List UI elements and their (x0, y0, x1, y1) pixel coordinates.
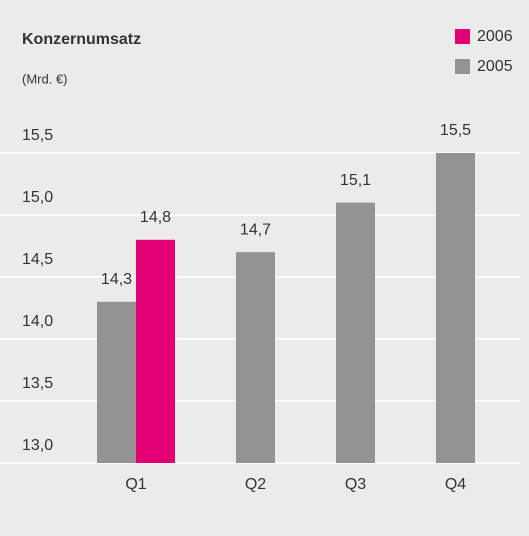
legend-label: 2005 (477, 58, 513, 75)
x-tick-label: Q3 (345, 476, 366, 493)
bar (436, 153, 475, 463)
y-tick-label: 15,5 (22, 127, 53, 144)
y-tick-label: 14,5 (22, 251, 53, 268)
bar (336, 202, 375, 463)
bar (97, 301, 136, 463)
value-label: 14,7 (240, 221, 271, 238)
value-label: 15,1 (340, 172, 371, 189)
legend-label: 2006 (477, 28, 513, 45)
y-tick-label: 15,0 (22, 189, 53, 206)
y-tick-label: 14,0 (22, 313, 53, 330)
legend-swatch (455, 29, 470, 44)
x-tick-label: Q4 (445, 476, 466, 493)
y-tick-label: 13,5 (22, 375, 53, 392)
x-tick-label: Q1 (125, 476, 146, 493)
value-label: 14,8 (140, 209, 171, 226)
value-label: 15,5 (440, 122, 471, 139)
chart-title: Konzernumsatz (22, 31, 141, 48)
x-tick-label: Q2 (245, 476, 266, 493)
bar (136, 239, 175, 463)
chart-subtitle: (Mrd. €) (22, 71, 68, 86)
legend-swatch (455, 59, 470, 74)
value-label: 14,3 (101, 271, 132, 288)
y-tick-label: 13,0 (22, 437, 53, 454)
bar (236, 252, 275, 463)
